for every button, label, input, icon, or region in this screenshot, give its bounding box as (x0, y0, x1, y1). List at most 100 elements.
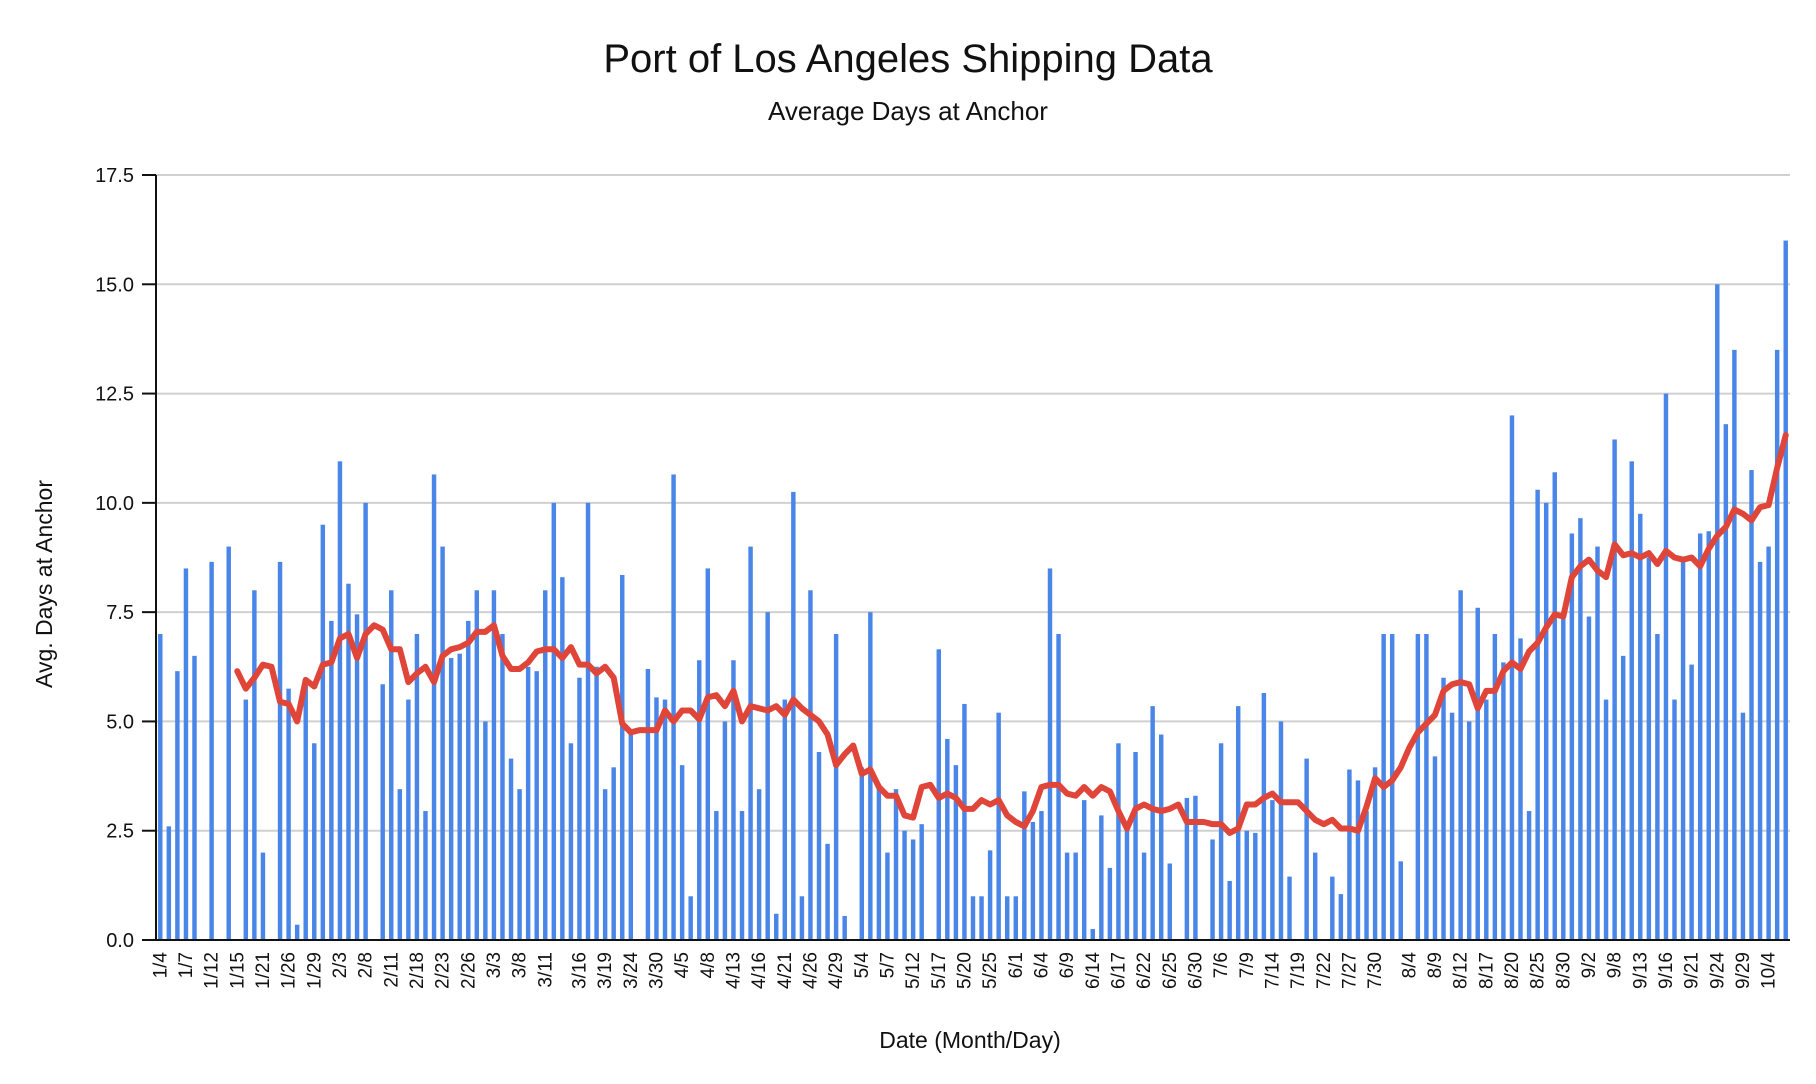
bar (543, 590, 548, 940)
bar (620, 574, 625, 940)
bar (1107, 867, 1113, 940)
bar (1441, 677, 1446, 940)
bar (679, 765, 685, 940)
bar (363, 502, 368, 940)
bar (774, 913, 779, 940)
moving-average-line (234, 432, 1789, 836)
bar (1501, 662, 1506, 940)
bar (508, 758, 514, 940)
bar (346, 583, 351, 940)
x-tick-label: 7/14 (1262, 952, 1283, 989)
x-tick-label: 7/22 (1314, 952, 1335, 989)
x-tick-label: 4/8 (698, 952, 719, 978)
x-tick-label: 3/30 (646, 952, 667, 989)
x-tick-label: 4/29 (826, 952, 847, 989)
x-tick-label: 9/29 (1733, 952, 1754, 989)
bar (1218, 743, 1224, 940)
bar (1158, 734, 1164, 940)
bar (645, 668, 651, 940)
bar (739, 811, 745, 940)
x-tick-label: 1/21 (253, 952, 274, 989)
bar (1330, 876, 1335, 940)
bar (1424, 634, 1429, 940)
bar (423, 811, 428, 940)
bar (1757, 561, 1763, 940)
x-tick-label: 3/3 (484, 952, 505, 978)
bar (1680, 559, 1686, 940)
bar (252, 590, 257, 940)
y-tick-label: 10.0 (95, 493, 134, 515)
x-axis-label: Date (Month/Day) (879, 1027, 1061, 1053)
bar (337, 461, 343, 940)
bar (226, 546, 231, 940)
bar (962, 703, 967, 940)
bar (1184, 797, 1190, 940)
x-tick-label: 8/9 (1425, 952, 1446, 978)
bar (568, 743, 574, 940)
x-tick-label: 2/18 (407, 952, 428, 989)
gridlines (156, 174, 1790, 832)
bar (312, 743, 317, 940)
bar (654, 697, 659, 940)
bar (1526, 811, 1532, 940)
bar (1629, 461, 1634, 940)
bar (277, 561, 283, 940)
bar (1466, 721, 1472, 940)
axes (155, 175, 1790, 941)
bar (842, 915, 847, 940)
bar (1039, 811, 1044, 940)
bar (1723, 424, 1729, 941)
x-tick-label: 8/20 (1502, 952, 1523, 989)
bar (1030, 821, 1036, 940)
x-tick-label: 6/17 (1108, 952, 1129, 989)
x-tick-label: 3/24 (621, 952, 642, 989)
bar (303, 677, 308, 940)
x-tick-label: 3/19 (595, 952, 616, 989)
bar (286, 688, 291, 940)
bar (688, 896, 693, 940)
bar (1116, 743, 1121, 940)
bar (1783, 240, 1788, 941)
x-tick-label: 1/26 (279, 952, 300, 989)
x-tick-label: 2/23 (433, 952, 454, 989)
x-tick-label: 2/8 (356, 952, 377, 978)
bar (1415, 634, 1421, 940)
x-axis-ticks: 1/4 1/7 1/12 1/15 1/21 1/26 1/29 2/3 2/8 2/11 2/18… (150, 952, 1779, 989)
bar (1287, 876, 1292, 940)
bar (1706, 531, 1711, 940)
y-tick-label: 17.5 (95, 165, 134, 187)
bar (448, 658, 454, 940)
y-tick-label: 2.5 (106, 821, 134, 843)
bar (893, 789, 899, 940)
bar (1270, 800, 1275, 940)
bar (945, 738, 950, 940)
bar (431, 474, 437, 940)
x-tick-label: 7/27 (1339, 952, 1360, 989)
bar (765, 612, 770, 940)
bar (1612, 439, 1617, 940)
bar (825, 843, 830, 940)
x-tick-label: 8/17 (1476, 952, 1497, 989)
bar (722, 721, 728, 940)
bar (1372, 767, 1378, 940)
bar (1278, 721, 1284, 940)
x-tick-label: 1/29 (304, 952, 325, 989)
bar (389, 590, 394, 940)
bar (714, 811, 719, 940)
x-tick-label: 4/16 (749, 952, 770, 989)
y-tick-label: 7.5 (106, 602, 134, 624)
bar (1638, 513, 1643, 940)
bar (1210, 839, 1215, 940)
bar (551, 502, 557, 940)
bar (910, 839, 916, 940)
bar (782, 699, 788, 940)
bar (833, 634, 839, 940)
bar (876, 789, 882, 940)
bar (1304, 758, 1309, 940)
y-tick-label: 5.0 (106, 711, 134, 733)
x-tick-label: 9/2 (1579, 952, 1600, 978)
bar (1663, 393, 1669, 941)
bar (731, 660, 736, 940)
x-tick-label: 6/1 (1006, 952, 1027, 978)
bar (1047, 568, 1053, 940)
